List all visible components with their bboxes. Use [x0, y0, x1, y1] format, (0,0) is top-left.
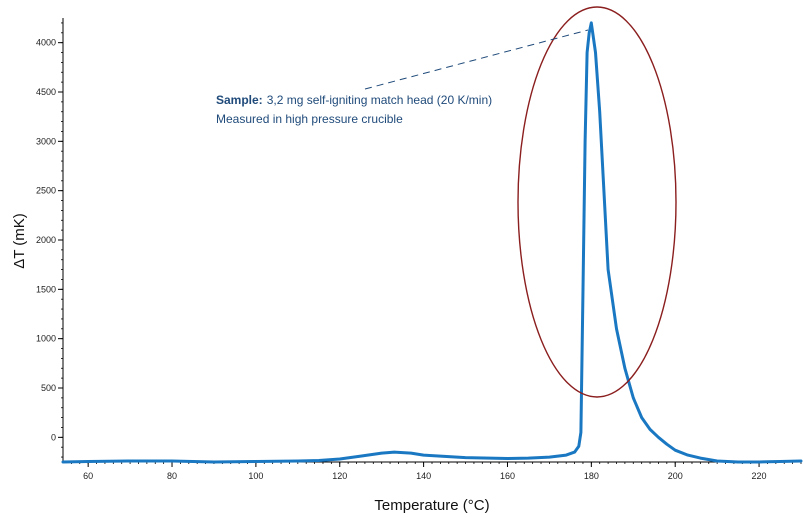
x-tick-label: 60 [83, 471, 93, 481]
y-tick-label: 1000 [36, 334, 56, 344]
x-tick-label: 160 [500, 471, 515, 481]
x-axis-title: Temperature (°C) [374, 497, 489, 514]
annotation-sample-label: Sample: [216, 93, 263, 107]
y-tick-label: 0 [51, 432, 56, 442]
y-axis-title: ΔT (mK) [11, 213, 28, 269]
annotation-leader-line [364, 29, 589, 90]
series-layer [61, 21, 803, 464]
x-tick-label: 100 [248, 471, 263, 481]
annotation-line-1: Sample: 3,2 mg self-igniting match head (… [216, 93, 492, 107]
y-tick-label: 3000 [36, 136, 56, 146]
x-tick-label: 80 [167, 471, 177, 481]
annotation-sample-text: 3,2 mg self-igniting match head (20 K/mi… [267, 93, 492, 107]
x-tick-label: 120 [332, 471, 347, 481]
x-tick-label: 140 [416, 471, 431, 481]
y-tick-label: 4500 [36, 87, 56, 97]
y-tick-label: 4000 [36, 38, 56, 48]
y-tick-label: 500 [41, 383, 56, 393]
y-axis: 0 500 1000 1500 2000 2500 3000 4500 4000 [36, 18, 64, 462]
x-tick-label: 180 [584, 471, 599, 481]
annotation-line-2: Measured in high pressure crucible [216, 112, 403, 126]
x-tick-label: 220 [752, 471, 767, 481]
y-tick-label: 1500 [36, 284, 56, 294]
x-tick-label: 200 [668, 471, 683, 481]
y-tick-label: 2500 [36, 186, 56, 196]
peak-highlight-ellipse [517, 6, 677, 398]
dsc-curve [61, 21, 803, 464]
x-axis: 60 80 100 120 140 160 180 200 220 [63, 461, 802, 481]
y-tick-label: 2000 [36, 235, 56, 245]
